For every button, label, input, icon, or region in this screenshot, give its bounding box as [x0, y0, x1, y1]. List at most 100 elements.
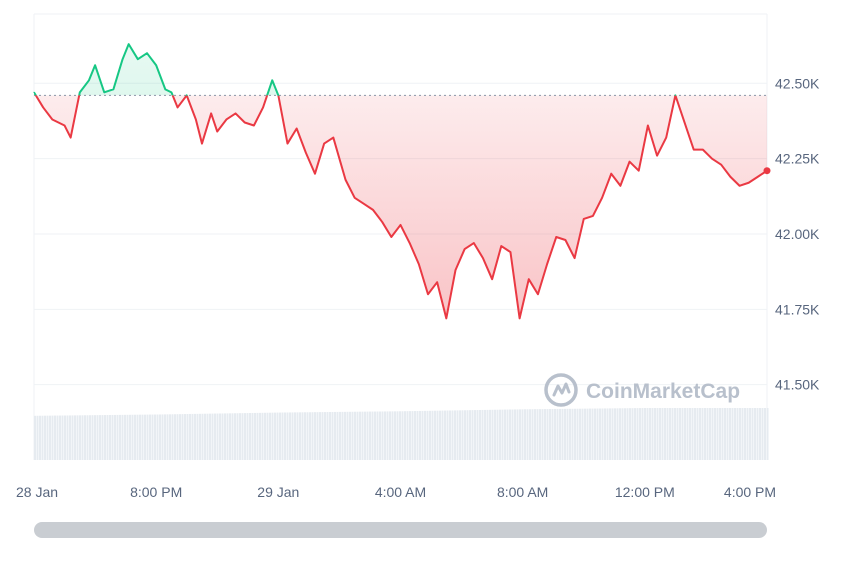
volume-bar — [436, 410, 439, 460]
volume-bar — [54, 415, 56, 460]
volume-bar — [744, 408, 746, 460]
data-point — [665, 136, 667, 139]
volume-bar — [79, 415, 81, 460]
volume-bar — [316, 412, 319, 460]
data-point — [720, 164, 722, 166]
volume-bar — [479, 409, 481, 460]
volume-bar — [334, 411, 336, 460]
data-point — [674, 94, 676, 96]
volume-bar — [76, 415, 79, 460]
data-point — [491, 278, 493, 280]
volume-bar — [264, 412, 266, 460]
volume-bar — [509, 409, 511, 460]
volume-bar — [726, 408, 729, 460]
data-point — [94, 64, 96, 66]
volume-bar — [574, 408, 576, 460]
volume-bar — [44, 415, 46, 460]
data-point — [519, 317, 521, 319]
data-point — [225, 118, 228, 121]
volume-bar — [156, 414, 159, 460]
volume-bar — [451, 410, 454, 460]
volume-bar — [376, 411, 379, 460]
volume-bar — [589, 408, 591, 460]
volume-bar — [469, 410, 471, 460]
volume-bar — [761, 408, 764, 460]
volume-bar — [269, 412, 271, 460]
x-axis: 28 Jan 8:00 PM 29 Jan 4:00 AM 8:00 AM 12:00 P… — [16, 484, 776, 500]
volume-bar — [756, 408, 759, 460]
volume-bar — [201, 413, 204, 460]
volume-bar — [154, 414, 156, 460]
volume-bar — [286, 412, 289, 460]
volume-bar — [576, 408, 579, 460]
data-point — [33, 91, 35, 93]
volume-bar — [81, 415, 84, 460]
volume-bar — [311, 412, 314, 460]
data-point — [702, 149, 704, 151]
volume-bar — [699, 408, 701, 460]
volume-bar — [631, 408, 634, 460]
volume-bar — [359, 411, 361, 460]
volume-bar — [86, 415, 89, 460]
data-point — [473, 242, 475, 244]
volume-bar — [166, 414, 169, 460]
volume-bar — [646, 408, 649, 460]
volume-bar — [684, 408, 686, 460]
volume-bar — [331, 411, 334, 460]
volume-bar — [654, 408, 656, 460]
volume-bar — [139, 414, 141, 460]
volume-bar — [409, 411, 411, 460]
volume-bar — [716, 408, 719, 460]
volume-bar — [46, 415, 49, 460]
x-tick-label: 28 Jan — [16, 484, 58, 500]
volume-bar — [89, 415, 91, 460]
data-point — [146, 52, 148, 54]
data-point — [354, 197, 356, 199]
volume-bar — [494, 409, 496, 460]
volume-bar — [141, 414, 144, 460]
data-point — [323, 142, 325, 145]
volume-bar — [484, 409, 486, 460]
data-point — [454, 269, 457, 271]
chart-range-scrollbar[interactable] — [34, 522, 767, 538]
volume-bar — [476, 410, 479, 460]
data-point — [738, 185, 741, 187]
volume-bar — [199, 413, 201, 460]
data-point — [271, 79, 273, 81]
volume-bar — [621, 408, 624, 460]
volume-bar — [314, 412, 316, 460]
data-point — [170, 91, 173, 93]
volume-bar — [356, 411, 359, 460]
data-point — [381, 221, 383, 223]
volume-bar — [346, 411, 349, 460]
volume-bar — [39, 415, 41, 460]
volume-bar — [719, 408, 721, 460]
volume-bar — [319, 412, 321, 460]
volume-bar — [661, 408, 664, 460]
volume-bar — [579, 408, 581, 460]
data-point — [332, 136, 334, 139]
volume-bar — [636, 408, 639, 460]
volume-bar — [214, 413, 216, 460]
volume-bar — [504, 409, 506, 460]
volume-bar — [326, 412, 329, 460]
volume-bar — [111, 414, 114, 460]
volume-bar — [559, 408, 561, 460]
data-point — [445, 317, 447, 319]
coinmarketcap-watermark: CoinMarketCap — [544, 373, 740, 407]
volume-bar — [754, 408, 756, 460]
volume-bar — [116, 414, 119, 460]
volume-bar — [556, 408, 559, 460]
data-point — [647, 124, 649, 127]
data-point — [216, 130, 218, 133]
volume-bar — [554, 408, 556, 460]
data-point — [564, 239, 567, 241]
volume-bar — [524, 409, 526, 460]
data-point — [63, 124, 66, 127]
data-point — [70, 136, 72, 139]
volume-bar — [296, 412, 299, 460]
volume-bar — [766, 408, 769, 460]
volume-bar — [466, 410, 469, 460]
volume-bar — [66, 415, 69, 460]
x-tick-label: 8:00 PM — [130, 484, 182, 500]
